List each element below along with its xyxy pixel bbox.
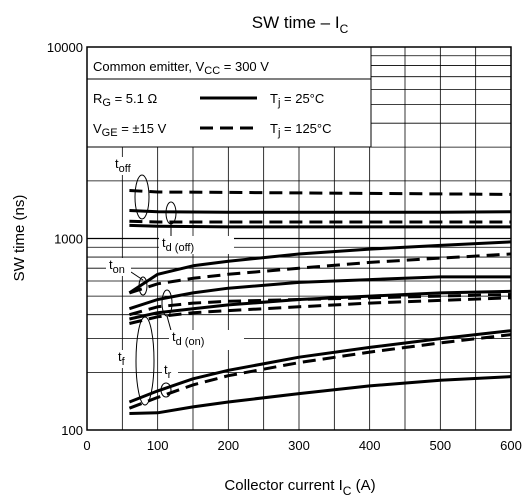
annotation-labels: toff td (off) ton td (on) tf tr: [106, 156, 244, 381]
x-tick-label: 600: [500, 438, 522, 453]
series-line-tf-25c: [128, 329, 512, 404]
series-line-tf-125c: [128, 333, 512, 410]
series-line-toff-25c: [129, 209, 512, 214]
toff-ellipse: [134, 174, 150, 220]
legend-dashed-label: Tj = 125°C: [270, 121, 332, 139]
series-line-ton-125c: [128, 252, 512, 295]
y-tick-label: 100: [61, 423, 83, 438]
y-tick-label: 1000: [54, 232, 83, 247]
series-line-td(off)-125c: [129, 219, 511, 224]
tdoff-label: td (off): [162, 235, 194, 254]
tdoff-label-bg: [159, 236, 234, 254]
x-tick-label: 300: [288, 438, 310, 453]
tf-ellipse: [135, 316, 155, 406]
plot-frame: [86, 46, 512, 431]
series-line-tr-25c: [129, 375, 512, 415]
tr-label: tr: [164, 362, 172, 381]
chart-title-sub: C: [340, 22, 349, 36]
legend-vge: VGE = ±15 V: [93, 121, 167, 139]
series-line-td(on)-125c: [128, 293, 512, 317]
x-tick-label: 500: [429, 438, 451, 453]
series-line-td(on)b-125c: [129, 296, 512, 325]
x-tick-label: 200: [217, 438, 239, 453]
toff-label-bg: [112, 157, 138, 175]
series-line-ton-25c: [128, 240, 512, 295]
x-tick-label: 100: [147, 438, 169, 453]
tf-label: tf: [118, 349, 126, 368]
ton-ellipse: [138, 276, 148, 296]
ton-label-bg: [106, 258, 131, 276]
tr-label-bg: [162, 363, 178, 381]
tdon-label: td (on): [172, 329, 204, 348]
ton-label: ton: [109, 257, 125, 276]
series-group: [128, 189, 512, 415]
y-axis-label: SW time (ns): [11, 195, 28, 282]
tdon-label-bg: [169, 330, 244, 350]
toff-label: toff: [115, 156, 132, 175]
x-tick-label: 0: [83, 438, 90, 453]
legend-solid-label: Tj = 25°C: [270, 91, 324, 109]
legend-condition: Common emitter, VCC = 300 V: [93, 59, 269, 77]
y-tick-label: 10000: [47, 40, 83, 55]
chart-title: SW time – IC: [252, 13, 349, 36]
tf-label-bg: [116, 350, 132, 368]
legend-rg: RG = 5.1 Ω: [93, 91, 157, 109]
series-line-td(off)-25c: [129, 223, 511, 229]
x-axis-label: Collector current IC (A): [224, 477, 375, 498]
x-tick-label: 400: [359, 438, 381, 453]
series-line-toff-125c: [129, 189, 512, 196]
series-line-td(on)-25c: [128, 275, 511, 311]
tr-ellipse: [160, 382, 172, 398]
ton-leader: [130, 271, 144, 281]
